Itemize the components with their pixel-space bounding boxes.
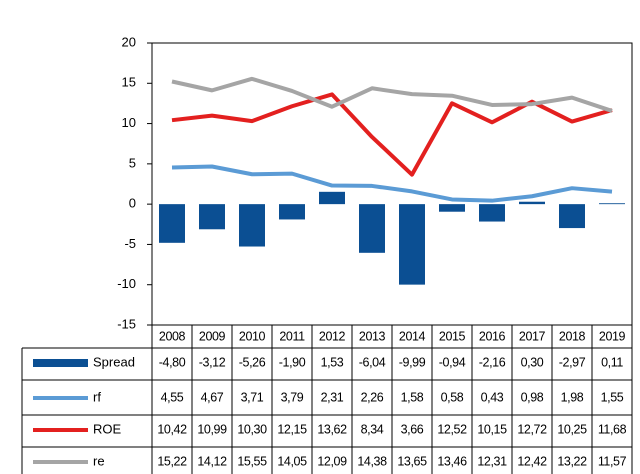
bar <box>479 204 505 222</box>
line <box>171 92 613 177</box>
data-label: 12,72 <box>517 422 547 436</box>
x-tick-label: 2017 <box>519 329 546 343</box>
x-tick-label: 2009 <box>199 329 226 343</box>
data-label: 0,30 <box>521 355 544 369</box>
data-label: 11,68 <box>598 422 627 436</box>
data-label: -1,90 <box>279 355 306 369</box>
data-label: 13,65 <box>397 454 427 468</box>
data-label: 11,57 <box>598 454 627 468</box>
x-tick-label: 2013 <box>359 329 386 343</box>
y-tick-label: 0 <box>129 196 136 211</box>
data-label: 1,55 <box>601 390 624 404</box>
data-label: 0,98 <box>521 390 544 404</box>
bar <box>519 201 545 205</box>
y-tick-label: 5 <box>129 155 136 170</box>
data-label: 15,22 <box>157 454 187 468</box>
data-label: 10,15 <box>477 422 507 436</box>
x-tick-label: 2016 <box>479 329 506 343</box>
data-label: 3,71 <box>241 390 264 404</box>
data-label: 12,31 <box>477 454 507 468</box>
data-label: 0,11 <box>601 355 623 369</box>
data-label: -2,16 <box>479 355 506 369</box>
bar <box>319 191 345 205</box>
data-label: 15,55 <box>237 454 267 468</box>
data-label: 14,38 <box>357 454 387 468</box>
bar <box>439 204 465 212</box>
y-tick-label: 10 <box>122 115 136 130</box>
data-label: 1,58 <box>401 390 424 404</box>
x-tick-label: 2011 <box>279 329 305 343</box>
line <box>171 164 613 203</box>
x-tick-label: 2010 <box>239 329 266 343</box>
bar <box>399 204 425 285</box>
legend-label: rf <box>93 389 101 404</box>
data-label: 2,31 <box>321 390 344 404</box>
data-label: 0,43 <box>481 390 504 404</box>
data-label: 13,46 <box>437 454 467 468</box>
data-label: -5,26 <box>239 355 266 369</box>
bar <box>159 204 185 243</box>
data-label: 2,26 <box>361 390 384 404</box>
data-label: 12,42 <box>517 454 547 468</box>
bar <box>359 204 385 253</box>
data-label: -0,94 <box>439 355 466 369</box>
data-label: 10,30 <box>237 422 267 436</box>
data-label: 12,52 <box>437 422 467 436</box>
data-label: 1,98 <box>561 390 584 404</box>
data-label: 14,05 <box>277 454 307 468</box>
data-label: 8,34 <box>361 422 384 436</box>
y-tick-label: -10 <box>117 276 136 291</box>
data-label: -9,99 <box>399 355 426 369</box>
x-tick-label: 2012 <box>319 329 346 343</box>
data-label: 13,62 <box>317 422 347 436</box>
x-tick-label: 2015 <box>439 329 466 343</box>
data-label: 0,58 <box>441 390 464 404</box>
bar <box>199 204 225 230</box>
x-tick-label: 2008 <box>159 329 186 343</box>
data-label: 10,99 <box>197 422 227 436</box>
line <box>171 76 613 113</box>
data-label: 12,15 <box>277 422 307 436</box>
bar <box>279 204 305 220</box>
legend-label: re <box>93 453 105 468</box>
data-label: 4,55 <box>161 390 184 404</box>
y-tick-label: -15 <box>117 316 136 331</box>
bar <box>559 204 585 229</box>
bar <box>599 203 625 205</box>
data-label: 12,09 <box>317 454 347 468</box>
legend-label: Spread <box>93 354 135 369</box>
data-label: -3,12 <box>199 355 226 369</box>
data-label: 14,12 <box>197 454 227 468</box>
data-label: 10,25 <box>557 422 587 436</box>
data-label: 3,79 <box>281 390 304 404</box>
data-label: 3,66 <box>401 422 424 436</box>
data-label: -2,97 <box>559 355 586 369</box>
x-tick-label: 2018 <box>559 329 586 343</box>
data-label: -6,04 <box>359 355 386 369</box>
y-tick-label: -5 <box>124 236 136 251</box>
data-label: 4,67 <box>201 390 224 404</box>
legend-label: ROE <box>93 421 122 436</box>
y-tick-label: 20 <box>122 34 136 49</box>
y-tick-label: 15 <box>122 75 136 90</box>
bar <box>239 204 265 247</box>
x-tick-label: 2019 <box>599 329 626 343</box>
data-label: -4,80 <box>159 355 186 369</box>
data-label: 10,42 <box>157 422 187 436</box>
legend-swatch <box>33 359 88 367</box>
x-tick-label: 2014 <box>399 329 426 343</box>
data-label: 1,53 <box>321 355 344 369</box>
data-label: 13,22 <box>557 454 587 468</box>
